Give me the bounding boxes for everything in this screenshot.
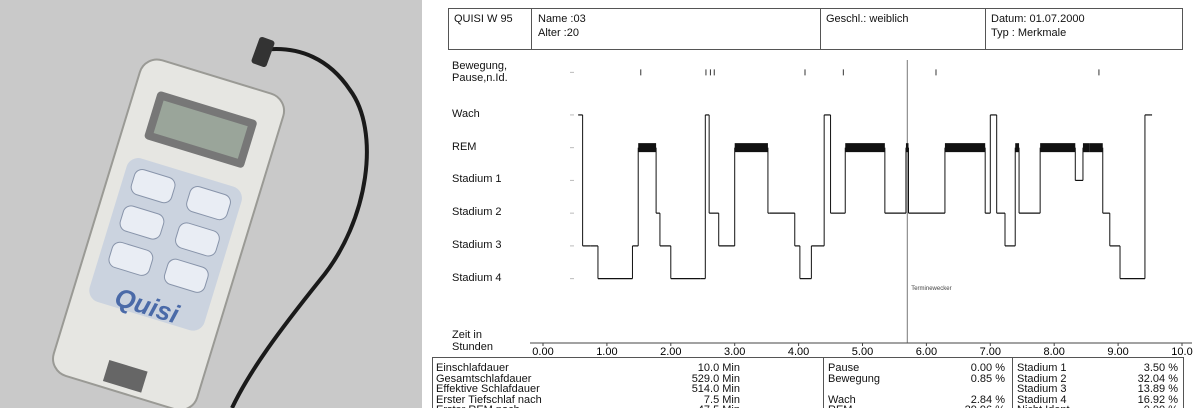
button (130, 169, 176, 204)
stat-value: 2.84 % (970, 393, 1005, 406)
button (108, 241, 154, 276)
y-tick-label: Stadium 2 (452, 206, 502, 219)
stat-label: REM (828, 404, 852, 408)
button (119, 205, 165, 240)
stat-value: 529.0 Min (691, 372, 740, 385)
x-tick-label: 8.00 (1043, 346, 1064, 358)
y-tick-label: Stadium 4 (452, 271, 502, 284)
record-type: Typ : Merkmale (991, 27, 1067, 39)
stat-label: Erster REM nach (436, 404, 520, 408)
header-cell (985, 8, 1183, 50)
stat-value: 514.0 Min (691, 383, 740, 395)
patient-name: Name :03 (538, 13, 586, 25)
record-date: Datum: 01.07.2000 (991, 13, 1085, 25)
stat-label: Gesamtschlafdauer (436, 372, 532, 385)
x-tick-label: 5.00 (852, 346, 873, 358)
x-axis-title: Zeit in Stunden (452, 329, 493, 353)
button (175, 222, 220, 257)
stats-divider (823, 357, 1013, 408)
x-tick-label: 3.00 (724, 346, 745, 358)
y-tick-label: Wach (452, 107, 480, 120)
cable (230, 47, 369, 408)
stat-value: 7.5 Min (703, 393, 740, 406)
y-tick-label: Stadium 1 (452, 173, 502, 186)
stat-value: 13.89 % (1137, 383, 1178, 395)
stat-label: Stadium 4 (1017, 393, 1067, 406)
stat-value: 10.0 Min (697, 362, 740, 374)
x-tick-label: 2.00 (660, 346, 681, 358)
stat-label: Wach (828, 393, 856, 406)
stat-label: Effektive Schlafdauer (436, 383, 540, 395)
stat-value: 32.04 % (1137, 372, 1178, 385)
connector (251, 36, 275, 68)
device-photo: Quisi (0, 0, 422, 408)
button (163, 258, 209, 293)
stat-value: 29.96 % (965, 404, 1005, 408)
device-name: QUISI W 95 (454, 13, 513, 25)
stat-value: 3.50 % (1143, 362, 1178, 374)
stat-label: Einschlafdauer (436, 362, 509, 374)
stat-label: Erster Tiefschlaf nach (436, 393, 542, 406)
x-tick-label: 0.00 (532, 346, 553, 358)
stats-frame (432, 357, 1184, 408)
y-tick-label: Stadium 3 (452, 238, 502, 251)
stat-label: Pause (828, 362, 860, 374)
x-tick-label: 4.00 (788, 346, 809, 358)
device: Quisi (52, 58, 286, 408)
stat-label: Nicht Ident. (1017, 404, 1073, 408)
x-tick-label: 1.00 (596, 346, 617, 358)
stat-value: 16.92 % (1137, 393, 1178, 406)
stat-label: Stadium 1 (1017, 362, 1067, 374)
button (186, 186, 231, 221)
x-tick-label: 7.00 (980, 346, 1001, 358)
stat-value: 0.00 % (1144, 404, 1178, 408)
display (153, 100, 248, 159)
y-tick-label: Bewegung, Pause,n.Id. (452, 60, 508, 85)
stat-label: Stadium 2 (1017, 372, 1067, 385)
annotation-text: Terminewecker (911, 286, 951, 292)
x-tick-label: 6.00 (916, 346, 937, 358)
patient-age: Alter :20 (538, 27, 579, 39)
patient-sex: Geschl.: weiblich (826, 13, 909, 25)
stat-value: 0.85 % (970, 372, 1005, 385)
port (102, 359, 148, 393)
y-tick-label: REM (452, 140, 477, 153)
x-tick-label: 9.00 (1107, 346, 1128, 358)
x-tick-label: 10.0 (1171, 346, 1192, 358)
stat-label: Bewegung (828, 372, 880, 385)
stat-value: 47.5 Min (698, 404, 740, 408)
stat-label: Stadium 3 (1017, 383, 1067, 395)
stat-value: 0.00 % (970, 362, 1005, 374)
